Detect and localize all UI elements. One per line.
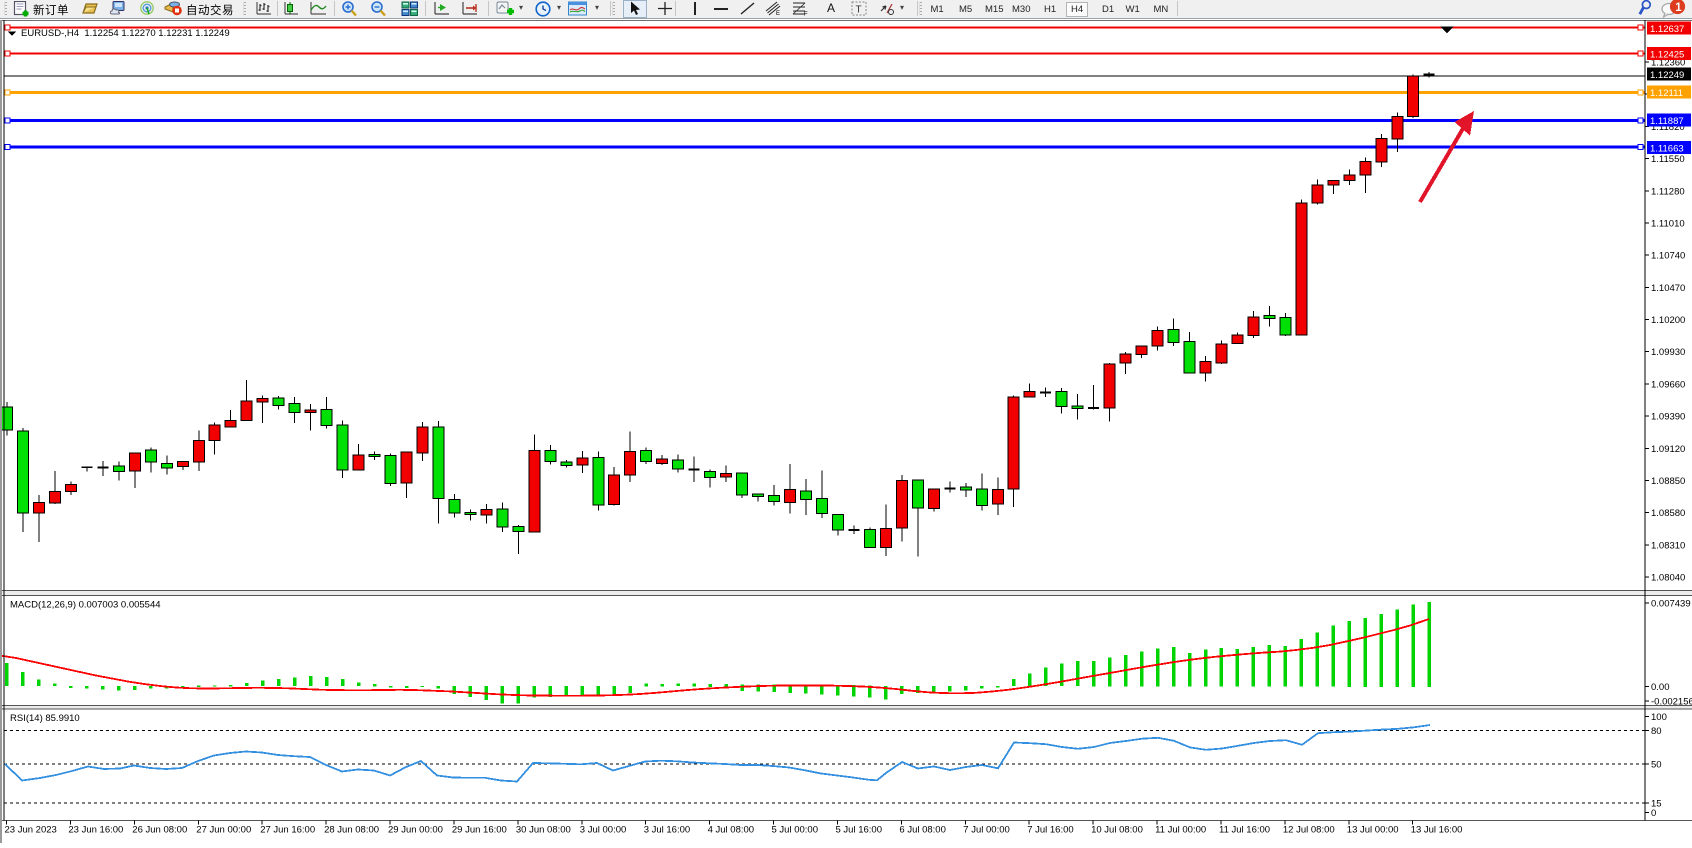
- svg-text:80: 80: [1651, 726, 1662, 737]
- svg-text:29 Jun 16:00: 29 Jun 16:00: [452, 825, 507, 836]
- svg-text:1.12425: 1.12425: [1650, 49, 1684, 60]
- svg-text:-0.002156: -0.002156: [1651, 697, 1692, 708]
- svg-text:1.09390: 1.09390: [1651, 412, 1685, 423]
- svg-text:0.00: 0.00: [1651, 682, 1670, 693]
- svg-text:11 Jul 00:00: 11 Jul 00:00: [1155, 825, 1206, 836]
- svg-text:10 Jul 08:00: 10 Jul 08:00: [1091, 825, 1143, 836]
- svg-text:3 Jul 16:00: 3 Jul 16:00: [644, 825, 690, 836]
- svg-text:0.007439: 0.007439: [1651, 599, 1691, 610]
- svg-text:F: F: [804, 12, 808, 17]
- svg-text:1.09120: 1.09120: [1651, 444, 1685, 455]
- svg-text:1.09930: 1.09930: [1651, 347, 1685, 358]
- svg-text:50: 50: [1651, 760, 1662, 771]
- svg-text:1.10470: 1.10470: [1651, 283, 1685, 294]
- svg-text:23 Jun 16:00: 23 Jun 16:00: [68, 825, 123, 836]
- svg-text:12 Jul 08:00: 12 Jul 08:00: [1283, 825, 1335, 836]
- svg-text:13 Jul 00:00: 13 Jul 00:00: [1347, 825, 1399, 836]
- svg-text:1.12360: 1.12360: [1651, 58, 1685, 69]
- svg-text:1.08040: 1.08040: [1651, 573, 1685, 584]
- svg-text:E: E: [776, 11, 780, 16]
- svg-text:1.08850: 1.08850: [1651, 476, 1685, 487]
- svg-text:6 Jul 08:00: 6 Jul 08:00: [899, 825, 945, 836]
- svg-text:RSI(14) 85.9910: RSI(14) 85.9910: [10, 713, 80, 724]
- svg-text:T: T: [856, 5, 862, 16]
- svg-text:7 Jul 16:00: 7 Jul 16:00: [1027, 825, 1073, 836]
- svg-text:23 Jun 2023: 23 Jun 2023: [5, 825, 57, 836]
- svg-text:1.11010: 1.11010: [1651, 218, 1685, 229]
- svg-text:1.08310: 1.08310: [1651, 540, 1685, 551]
- svg-text:26 Jun 08:00: 26 Jun 08:00: [132, 825, 187, 836]
- svg-text:3 Jul 00:00: 3 Jul 00:00: [580, 825, 626, 836]
- svg-text:27 Jun 16:00: 27 Jun 16:00: [260, 825, 315, 836]
- svg-text:EURUSD-,H4 1.12254 1.12270 1.: EURUSD-,H4 1.12254 1.12270 1.12231 1.122…: [21, 28, 230, 39]
- svg-text:28 Jun 08:00: 28 Jun 08:00: [324, 825, 379, 836]
- svg-text:1.08580: 1.08580: [1651, 508, 1685, 519]
- svg-text:5 Jul 16:00: 5 Jul 16:00: [836, 825, 882, 836]
- svg-text:1.11887: 1.11887: [1650, 116, 1684, 127]
- svg-text:1.10200: 1.10200: [1651, 315, 1685, 326]
- svg-text:1.12249: 1.12249: [1650, 70, 1684, 81]
- svg-text:1.09660: 1.09660: [1651, 379, 1685, 390]
- svg-text:1.12111: 1.12111: [1650, 88, 1683, 99]
- svg-text:29 Jun 00:00: 29 Jun 00:00: [388, 825, 443, 836]
- svg-text:0: 0: [1651, 808, 1656, 819]
- svg-text:1.12637: 1.12637: [1650, 24, 1684, 35]
- svg-text:1.10740: 1.10740: [1651, 251, 1685, 262]
- svg-text:100: 100: [1651, 712, 1667, 723]
- svg-text:11 Jul 16:00: 11 Jul 16:00: [1219, 825, 1270, 836]
- svg-text:27 Jun 00:00: 27 Jun 00:00: [196, 825, 251, 836]
- svg-text:7 Jul 00:00: 7 Jul 00:00: [963, 825, 1009, 836]
- svg-text:1: 1: [1675, 2, 1682, 14]
- svg-text:30 Jun 08:00: 30 Jun 08:00: [516, 825, 571, 836]
- svg-text:1.11550: 1.11550: [1651, 154, 1685, 165]
- svg-text:4 Jul 08:00: 4 Jul 08:00: [708, 825, 754, 836]
- svg-text:13 Jul 16:00: 13 Jul 16:00: [1411, 825, 1463, 836]
- svg-text:15: 15: [1651, 799, 1662, 810]
- svg-text:5 Jul 00:00: 5 Jul 00:00: [772, 825, 818, 836]
- svg-text:MACD(12,26,9) 0.007003 0.00554: MACD(12,26,9) 0.007003 0.005544: [10, 600, 161, 611]
- svg-text:1.11280: 1.11280: [1651, 186, 1685, 197]
- svg-text:1.11663: 1.11663: [1650, 143, 1684, 154]
- svg-text:1.11820: 1.11820: [1651, 122, 1685, 133]
